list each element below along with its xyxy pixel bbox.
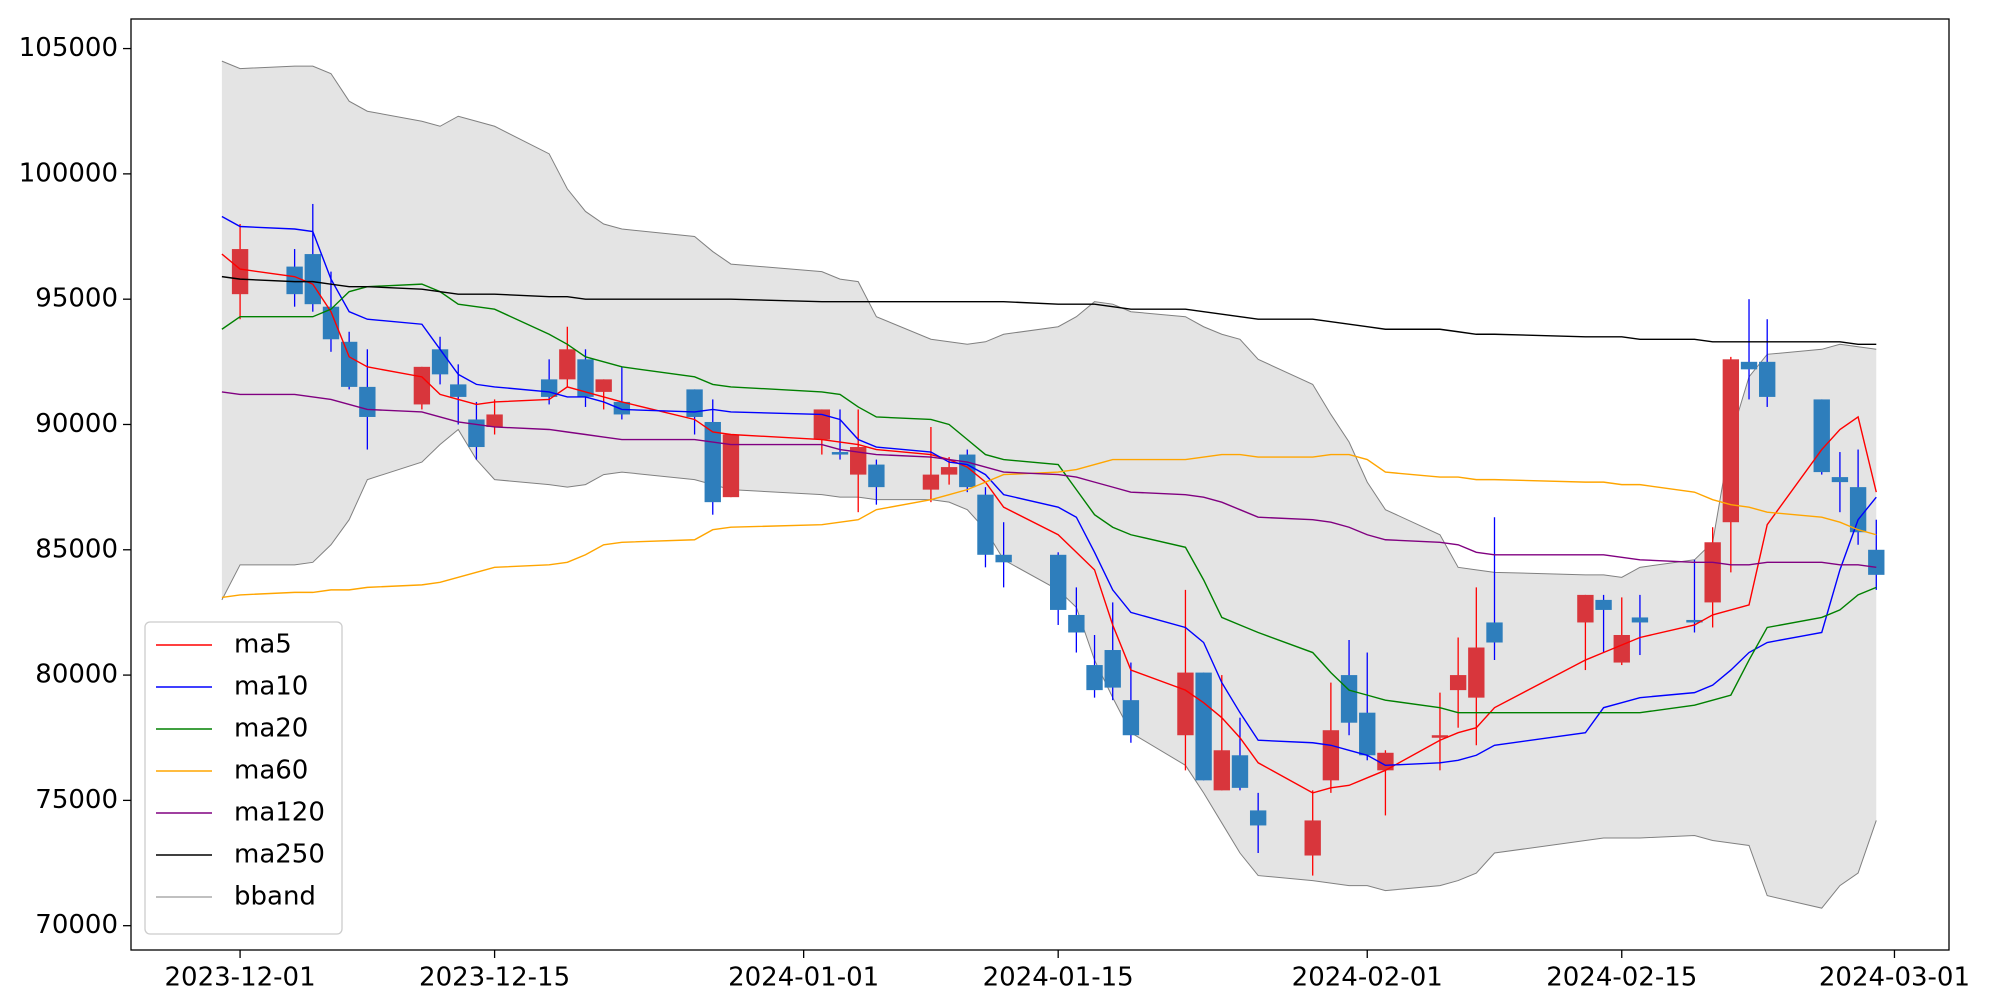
bband-upper bbox=[221, 60, 1877, 578]
candle-body bbox=[1704, 542, 1721, 603]
candle-body bbox=[1868, 549, 1885, 575]
legend-label: ma20 bbox=[234, 714, 308, 744]
candle-body bbox=[1377, 752, 1394, 771]
candle-body bbox=[1686, 619, 1703, 623]
candle-body bbox=[1249, 810, 1267, 826]
candle-body bbox=[995, 554, 1012, 563]
candle-body bbox=[304, 254, 321, 305]
candle-body bbox=[1086, 665, 1103, 691]
candle-body bbox=[1431, 735, 1449, 738]
candle-body bbox=[413, 366, 431, 405]
y-tick-label: 70000 bbox=[35, 910, 118, 940]
y-tick-label: 100000 bbox=[19, 158, 118, 188]
candle-body bbox=[722, 434, 740, 498]
candle-body bbox=[1631, 617, 1649, 623]
x-tick-label: 2023-12-15 bbox=[419, 963, 570, 993]
candle-body bbox=[1849, 487, 1867, 533]
candle-body bbox=[340, 341, 358, 387]
candle-body bbox=[1122, 700, 1140, 736]
y-tick-label: 105000 bbox=[19, 33, 118, 63]
candle-body bbox=[1722, 359, 1740, 523]
candle-body bbox=[686, 389, 703, 417]
candle-body bbox=[359, 386, 376, 417]
ma-line bbox=[221, 275, 1877, 345]
candle-body bbox=[577, 359, 594, 397]
candle-body bbox=[868, 464, 885, 488]
x-tick-label: 2023-12-01 bbox=[165, 963, 316, 993]
x-tick-label: 2024-02-01 bbox=[1292, 963, 1443, 993]
legend-label: ma10 bbox=[234, 672, 308, 702]
candle-body bbox=[1231, 755, 1249, 788]
candle-body bbox=[595, 379, 612, 392]
candle-body bbox=[322, 306, 340, 340]
candle-body bbox=[1831, 477, 1849, 483]
x-tick-label: 2024-03-01 bbox=[1819, 963, 1970, 993]
plot-layer bbox=[221, 60, 1885, 909]
candle-body bbox=[1213, 750, 1230, 791]
candle-body bbox=[1359, 712, 1376, 756]
candle-body bbox=[1595, 599, 1612, 610]
candle-body bbox=[1486, 622, 1503, 643]
ma-line bbox=[221, 283, 1877, 714]
ma-line bbox=[221, 253, 1877, 794]
candle-body bbox=[1104, 650, 1121, 688]
candle-body bbox=[1449, 675, 1467, 691]
candle-body bbox=[1304, 820, 1321, 856]
y-tick-label: 90000 bbox=[35, 409, 118, 439]
legend-label: ma5 bbox=[234, 630, 292, 660]
candle-body bbox=[1813, 399, 1830, 473]
y-tick-label: 95000 bbox=[35, 284, 118, 314]
candle-body bbox=[831, 452, 849, 455]
candle-body bbox=[1759, 361, 1776, 397]
candle-body bbox=[1740, 361, 1758, 370]
y-tick-label: 80000 bbox=[35, 660, 118, 690]
candle-body bbox=[431, 349, 449, 375]
candle-body bbox=[1613, 634, 1630, 663]
candle-body bbox=[450, 384, 467, 397]
legend-label: ma60 bbox=[234, 756, 308, 786]
candle-body bbox=[704, 421, 721, 503]
candle-body bbox=[540, 379, 558, 397]
candle-body bbox=[1177, 672, 1194, 736]
candle-body bbox=[559, 349, 576, 380]
y-tick-label: 75000 bbox=[35, 785, 118, 815]
candle-body bbox=[286, 266, 303, 295]
candle-body bbox=[940, 467, 958, 475]
candle-body bbox=[813, 409, 831, 440]
x-tick-label: 2024-01-15 bbox=[983, 963, 1134, 993]
candle-body bbox=[977, 494, 994, 555]
ma-line bbox=[221, 453, 1877, 599]
candle-body bbox=[468, 419, 485, 448]
candle-body bbox=[1068, 614, 1085, 633]
x-tick-label: 2024-01-01 bbox=[728, 963, 879, 993]
candle-body bbox=[1468, 647, 1485, 698]
candle-body bbox=[1577, 594, 1594, 623]
legend: ma5 ma10 ma20 ma60 ma120 ma250 bband bbox=[144, 621, 343, 935]
ma-line bbox=[221, 215, 1877, 767]
candle-body bbox=[922, 474, 940, 490]
ma-line bbox=[221, 391, 1877, 569]
candle-body bbox=[231, 249, 249, 295]
candle-body bbox=[1049, 554, 1067, 610]
candle-body bbox=[613, 401, 631, 415]
bband-area bbox=[221, 61, 1877, 909]
candle-body bbox=[959, 454, 976, 488]
legend-label: ma120 bbox=[234, 798, 325, 828]
legend-label: ma250 bbox=[234, 840, 325, 870]
x-tick-label: 2024-02-15 bbox=[1546, 963, 1697, 993]
candle-body bbox=[850, 447, 867, 475]
candle-body bbox=[1340, 675, 1358, 723]
candle-body bbox=[1322, 730, 1340, 781]
legend-box bbox=[144, 621, 343, 935]
axes-frame bbox=[130, 18, 1950, 951]
y-tick-label: 85000 bbox=[35, 534, 118, 564]
candle-body bbox=[1195, 672, 1212, 781]
candle-body bbox=[486, 414, 503, 427]
legend-label: bband bbox=[234, 882, 316, 912]
